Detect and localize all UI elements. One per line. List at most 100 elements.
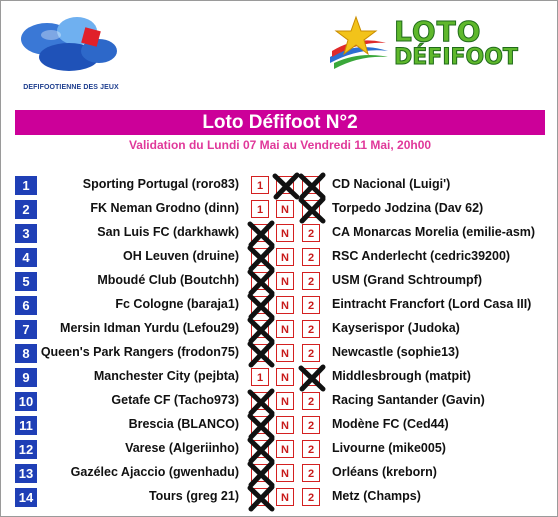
choice-1-box[interactable]: 1 [251, 368, 269, 386]
away-team: Newcastle (sophie13) [332, 345, 460, 359]
match-number: 8 [15, 344, 37, 363]
choice-2-box[interactable]: 2 [302, 296, 320, 314]
match-row: 11 Brescia (BLANCO) 1N2 Modène FC (Ced44) [15, 412, 545, 440]
home-team: OH Leuven (druine) [123, 249, 239, 263]
choice-2-box[interactable]: 2 [302, 224, 320, 242]
star-swoosh-icon [330, 15, 388, 69]
cross-mark-icon [247, 484, 275, 512]
home-team: Varese (Algeriinho) [125, 441, 239, 455]
choice-1-box[interactable]: 1 [247, 436, 275, 464]
cross-mark-icon [247, 268, 275, 296]
match-row: 7 Mersin Idman Yurdu (Lefou29) 1N2 Kayseris… [15, 316, 545, 344]
match-row: 5 Mboudé Club (Boutchh) 1N2 USM (Grand Scht… [15, 268, 545, 296]
choice-n-box[interactable]: N [276, 272, 294, 290]
choice-2-box[interactable]: 2 [302, 392, 320, 410]
away-team: CA Monarcas Morelia (emilie-asm) [332, 225, 536, 239]
choice-1-box[interactable]: 1 [247, 244, 275, 272]
choice-1-box[interactable]: 1 [247, 220, 275, 248]
choice-n-box[interactable]: N [276, 392, 294, 410]
home-team: Fc Cologne (baraja1) [115, 297, 239, 311]
choice-n-box[interactable]: N [276, 200, 294, 218]
choice-2-box[interactable]: 2 [302, 248, 320, 266]
away-team: Orléans (kreborn) [332, 465, 437, 479]
away-team: Metz (Champs) [332, 489, 421, 503]
loto-defifoot-logo: LOTO DÉFIFOOT [326, 11, 518, 81]
fdj-logo: DEFIFOOTIENNE DES JEUX [11, 9, 131, 99]
choice-1-box[interactable]: 1 [251, 200, 269, 218]
cross-mark-icon [247, 412, 275, 440]
match-number: 3 [15, 224, 37, 243]
match-row: 9 Manchester City (pejbta) 1N2 Middlesbroug… [15, 364, 545, 392]
home-team: Sporting Portugal (roro83) [82, 177, 239, 191]
match-number: 9 [15, 368, 37, 387]
match-number: 2 [15, 200, 37, 219]
choice-n-box[interactable]: N [272, 172, 300, 200]
cross-mark-icon [298, 364, 326, 392]
cross-mark-icon [247, 292, 275, 320]
choice-1-box[interactable]: 1 [247, 316, 275, 344]
choice-1-box[interactable]: 1 [247, 268, 275, 296]
choice-2-box[interactable]: 2 [302, 344, 320, 362]
choice-2-box[interactable]: 2 [302, 416, 320, 434]
fdj-logo-caption: DEFIFOOTIENNE DES JEUX [23, 84, 119, 91]
choice-n-box[interactable]: N [276, 416, 294, 434]
choice-2-box[interactable]: 2 [302, 320, 320, 338]
choice-n-box[interactable]: N [276, 296, 294, 314]
cross-mark-icon [298, 172, 326, 200]
match-row: 2FK Neman Grodno (dinn)1N2Torpedo Jodzin… [15, 196, 545, 224]
choice-2-box[interactable]: 2 [298, 364, 326, 392]
validation-period: Validation du Lundi 07 Mai au Vendredi 1… [128, 138, 432, 152]
home-team: San Luis FC (darkhawk) [97, 225, 239, 239]
match-number: 10 [15, 392, 37, 411]
cross-mark-icon [272, 172, 300, 200]
cross-mark-icon [247, 316, 275, 344]
away-team: Racing Santander (Gavin) [332, 393, 485, 407]
choice-1-box[interactable]: 1 [247, 484, 275, 512]
match-number: 12 [15, 440, 37, 459]
home-team: Mboudé Club (Boutchh) [97, 273, 239, 287]
choice-1-box[interactable]: 1 [251, 176, 269, 194]
home-team: Brescia (BLANCO) [128, 417, 239, 431]
choice-1-box[interactable]: 1 [247, 292, 275, 320]
match-row: 10 Getafe CF (Tacho973) 1N2 Racing Santande… [15, 388, 545, 416]
choice-2-box[interactable]: 2 [298, 196, 326, 224]
away-team: Eintracht Francfort (Lord Casa III) [332, 297, 532, 311]
choice-n-box[interactable]: N [276, 368, 294, 386]
choice-n-box[interactable]: N [276, 344, 294, 362]
choice-1-box[interactable]: 1 [247, 388, 275, 416]
away-team: Modène FC (Ced44) [332, 417, 449, 431]
choice-2-box[interactable]: 2 [302, 488, 320, 506]
choice-2-box[interactable]: 2 [302, 464, 320, 482]
away-team: Livourne (mike005) [332, 441, 446, 455]
logo-word-loto: LOTO [394, 15, 482, 49]
cross-mark-icon [247, 244, 275, 272]
match-number: 11 [15, 416, 37, 435]
match-number: 13 [15, 464, 37, 483]
cross-mark-icon [247, 388, 275, 416]
choice-n-box[interactable]: N [276, 320, 294, 338]
choice-1-box[interactable]: 1 [247, 412, 275, 440]
page-title: Loto Défifoot N°2 [15, 110, 545, 135]
choice-n-box[interactable]: N [276, 440, 294, 458]
match-number: 6 [15, 296, 37, 315]
choice-n-box[interactable]: N [276, 488, 294, 506]
match-number: 1 [15, 176, 37, 195]
home-team: Getafe CF (Tacho973) [111, 393, 239, 407]
choice-n-box[interactable]: N [276, 248, 294, 266]
match-row: 3 San Luis FC (darkhawk) 1N2 CA Monarcas Mo… [15, 220, 545, 248]
match-row: 6 Fc Cologne (baraja1) 1N2 Eintracht Francf… [15, 292, 545, 320]
away-team: RSC Anderlecht (cedric39200) [332, 249, 511, 263]
choice-1-box[interactable]: 1 [247, 460, 275, 488]
choice-2-box[interactable]: 2 [302, 440, 320, 458]
match-number: 4 [15, 248, 37, 267]
choice-n-box[interactable]: N [276, 224, 294, 242]
choice-2-box[interactable]: 2 [298, 172, 326, 200]
choice-1-box[interactable]: 1 [247, 340, 275, 368]
match-row: 4 OH Leuven (druine) 1N2 RSC Anderlecht (ce… [15, 244, 545, 272]
choice-n-box[interactable]: N [276, 464, 294, 482]
choice-2-box[interactable]: 2 [302, 272, 320, 290]
clover-logo-icon [21, 17, 117, 71]
